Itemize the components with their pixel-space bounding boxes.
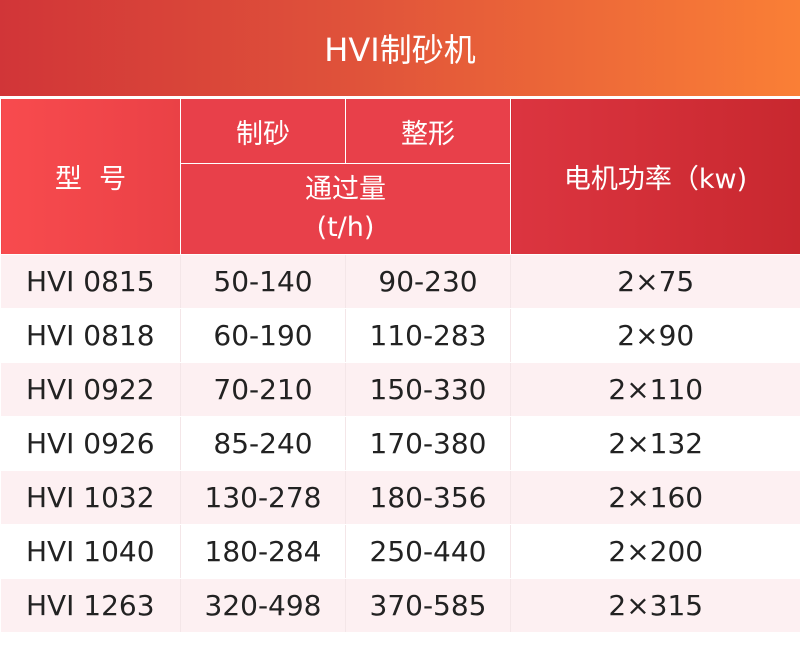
- cell-sand-making: 130-278: [180, 470, 346, 525]
- cell-model: HVI 0922: [0, 362, 181, 417]
- table-row: HVI 1040 180-284 250-440 2×200: [0, 524, 800, 579]
- cell-shaping: 170-380: [345, 416, 511, 471]
- table-row: HVI 0926 85-240 170-380 2×132: [0, 416, 800, 471]
- cell-shaping: 150-330: [345, 362, 511, 417]
- header-shaping: 整形: [345, 98, 511, 164]
- cell-power: 2×315: [510, 578, 800, 633]
- cell-shaping: 250-440: [345, 524, 511, 579]
- cell-power: 2×90: [510, 308, 800, 363]
- header-sand-making: 制砂: [180, 98, 346, 164]
- cell-sand-making: 180-284: [180, 524, 346, 579]
- header-power: 电机功率（kw): [510, 98, 800, 255]
- cell-model: HVI 0815: [0, 254, 181, 309]
- cell-sand-making: 70-210: [180, 362, 346, 417]
- table-row: HVI 0922 70-210 150-330 2×110: [0, 362, 800, 417]
- cell-model: HVI 1032: [0, 470, 181, 525]
- header-throughput-label: 通过量: [305, 174, 386, 205]
- cell-shaping: 110-283: [345, 308, 511, 363]
- header-throughput: 通过量 (t/h): [180, 163, 511, 255]
- header-model: 型 号: [0, 98, 181, 255]
- cell-shaping: 180-356: [345, 470, 511, 525]
- table-row: HVI 1263 320-498 370-585 2×315: [0, 578, 800, 633]
- cell-shaping: 370-585: [345, 578, 511, 633]
- cell-shaping: 90-230: [345, 254, 511, 309]
- cell-power: 2×75: [510, 254, 800, 309]
- cell-power: 2×132: [510, 416, 800, 471]
- cell-power: 2×200: [510, 524, 800, 579]
- cell-power: 2×160: [510, 470, 800, 525]
- table-row: HVI 0818 60-190 110-283 2×90: [0, 308, 800, 363]
- header-throughput-unit: (t/h): [316, 212, 375, 243]
- cell-model: HVI 1263: [0, 578, 181, 633]
- cell-power: 2×110: [510, 362, 800, 417]
- cell-model: HVI 1040: [0, 524, 181, 579]
- table-row: HVI 1032 130-278 180-356 2×160: [0, 470, 800, 525]
- cell-model: HVI 0818: [0, 308, 181, 363]
- table-title: HVI制砂机: [0, 0, 800, 98]
- cell-sand-making: 60-190: [180, 308, 346, 363]
- table-row: HVI 0815 50-140 90-230 2×75: [0, 254, 800, 309]
- cell-sand-making: 85-240: [180, 416, 346, 471]
- cell-sand-making: 320-498: [180, 578, 346, 633]
- cell-model: HVI 0926: [0, 416, 181, 471]
- cell-sand-making: 50-140: [180, 254, 346, 309]
- spec-table: 型 号 制砂 整形 电机功率（kw) 通过量 (t/h) HVI 0815 50-…: [0, 98, 800, 633]
